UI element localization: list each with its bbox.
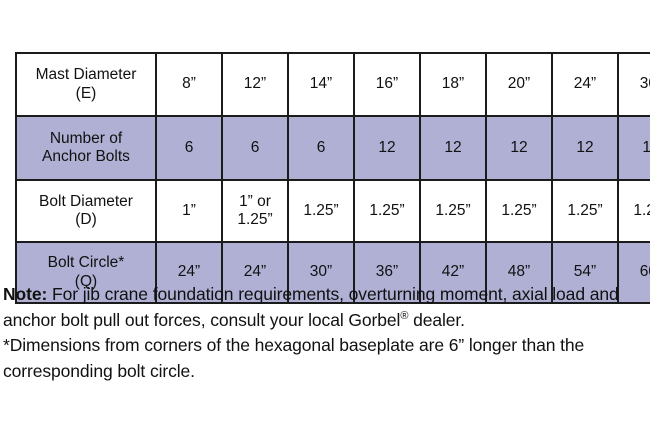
row-label-bolt-diameter: Bolt Diameter (D)	[15, 179, 157, 243]
table-row-number-of-anchor-bolts: Number of Anchor Bolts 6 6 6 12 12 12 12…	[15, 115, 650, 181]
cell-mast-diameter-2: 12”	[221, 52, 289, 117]
note-body-end: dealer.	[408, 309, 465, 330]
cell-bolt-circle-5: 42”	[419, 241, 487, 304]
note-label: Note:	[3, 284, 48, 304]
note-body: For jib crane foundation requirements, o…	[3, 284, 619, 330]
row-label-line-1: Bolt Circle*	[47, 254, 125, 272]
row-label-line-1: Bolt Diameter	[39, 192, 133, 210]
anchor-bolt-spec-table-container: Mast Diameter (E) 8” 12” 14” 16” 18” 20”…	[15, 52, 650, 304]
cell-mast-diameter-5: 18”	[419, 52, 487, 117]
table-row-bolt-circle: Bolt Circle* (Q) 24” 24” 30” 36” 42” 48”…	[15, 241, 650, 304]
cell-anchor-bolts-7: 12	[551, 115, 619, 181]
cell-anchor-bolts-4: 12	[353, 115, 421, 181]
cell-anchor-bolts-1: 6	[155, 115, 223, 181]
row-label-line-2: (E)	[75, 84, 97, 102]
cell-mast-diameter-8: 30”	[617, 52, 650, 117]
cell-bolt-diameter-2: 1” or 1.25”	[221, 179, 289, 243]
cell-bolt-diameter-4: 1.25”	[353, 179, 421, 243]
table-row-mast-diameter: Mast Diameter (E) 8” 12” 14” 16” 18” 20”…	[15, 52, 650, 117]
row-label-bolt-circle: Bolt Circle* (Q)	[15, 241, 157, 304]
cell-bolt-diameter-5: 1.25”	[419, 179, 487, 243]
cell-mast-diameter-3: 14”	[287, 52, 355, 117]
cell-bolt-diameter-3: 1.25”	[287, 179, 355, 243]
row-label-mast-diameter: Mast Diameter (E)	[15, 52, 157, 117]
cell-bolt-circle-6: 48”	[485, 241, 553, 304]
row-label-line-1: Mast Diameter	[35, 66, 137, 84]
cell-anchor-bolts-8: 12	[617, 115, 650, 181]
cell-bolt-circle-8: 60”	[617, 241, 650, 304]
cell-bolt-circle-4: 36”	[353, 241, 421, 304]
notes-block: Note: For jib crane foundation requireme…	[3, 282, 648, 384]
cell-anchor-bolts-2: 6	[221, 115, 289, 181]
cell-bolt-diameter-6: 1.25”	[485, 179, 553, 243]
row-label-line-1: Number of	[49, 129, 123, 147]
table-row-bolt-diameter: Bolt Diameter (D) 1” 1” or 1.25” 1.25” 1.…	[15, 179, 650, 243]
anchor-bolt-spec-table: Mast Diameter (E) 8” 12” 14” 16” 18” 20”…	[15, 52, 650, 304]
cell-anchor-bolts-6: 12	[485, 115, 553, 181]
cell-anchor-bolts-3: 6	[287, 115, 355, 181]
note-paragraph: Note: For jib crane foundation requireme…	[3, 282, 648, 333]
row-label-line-2: (Q)	[74, 272, 98, 290]
footnote-paragraph: *Dimensions from corners of the hexagona…	[3, 335, 585, 381]
cell-bolt-diameter-1: 1”	[155, 179, 223, 243]
row-label-number-of-anchor-bolts: Number of Anchor Bolts	[15, 115, 157, 181]
cell-mast-diameter-4: 16”	[353, 52, 421, 117]
cell-bolt-circle-3: 30”	[287, 241, 355, 304]
row-label-line-2: (D)	[75, 211, 97, 228]
cell-bolt-diameter-8: 1.25”	[617, 179, 650, 243]
cell-mast-diameter-7: 24”	[551, 52, 619, 117]
cell-bolt-diameter-7: 1.25”	[551, 179, 619, 243]
cell-anchor-bolts-5: 12	[419, 115, 487, 181]
cell-bolt-circle-1: 24”	[155, 241, 223, 304]
cell-mast-diameter-1: 8”	[155, 52, 223, 117]
registered-trademark-icon: ®	[400, 309, 409, 322]
cell-mast-diameter-6: 20”	[485, 52, 553, 117]
cell-bolt-circle-2: 24”	[221, 241, 289, 304]
table-body: Mast Diameter (E) 8” 12” 14” 16” 18” 20”…	[15, 52, 650, 304]
row-label-line-2: Anchor Bolts	[42, 148, 130, 165]
cell-bolt-circle-7: 54”	[551, 241, 619, 304]
